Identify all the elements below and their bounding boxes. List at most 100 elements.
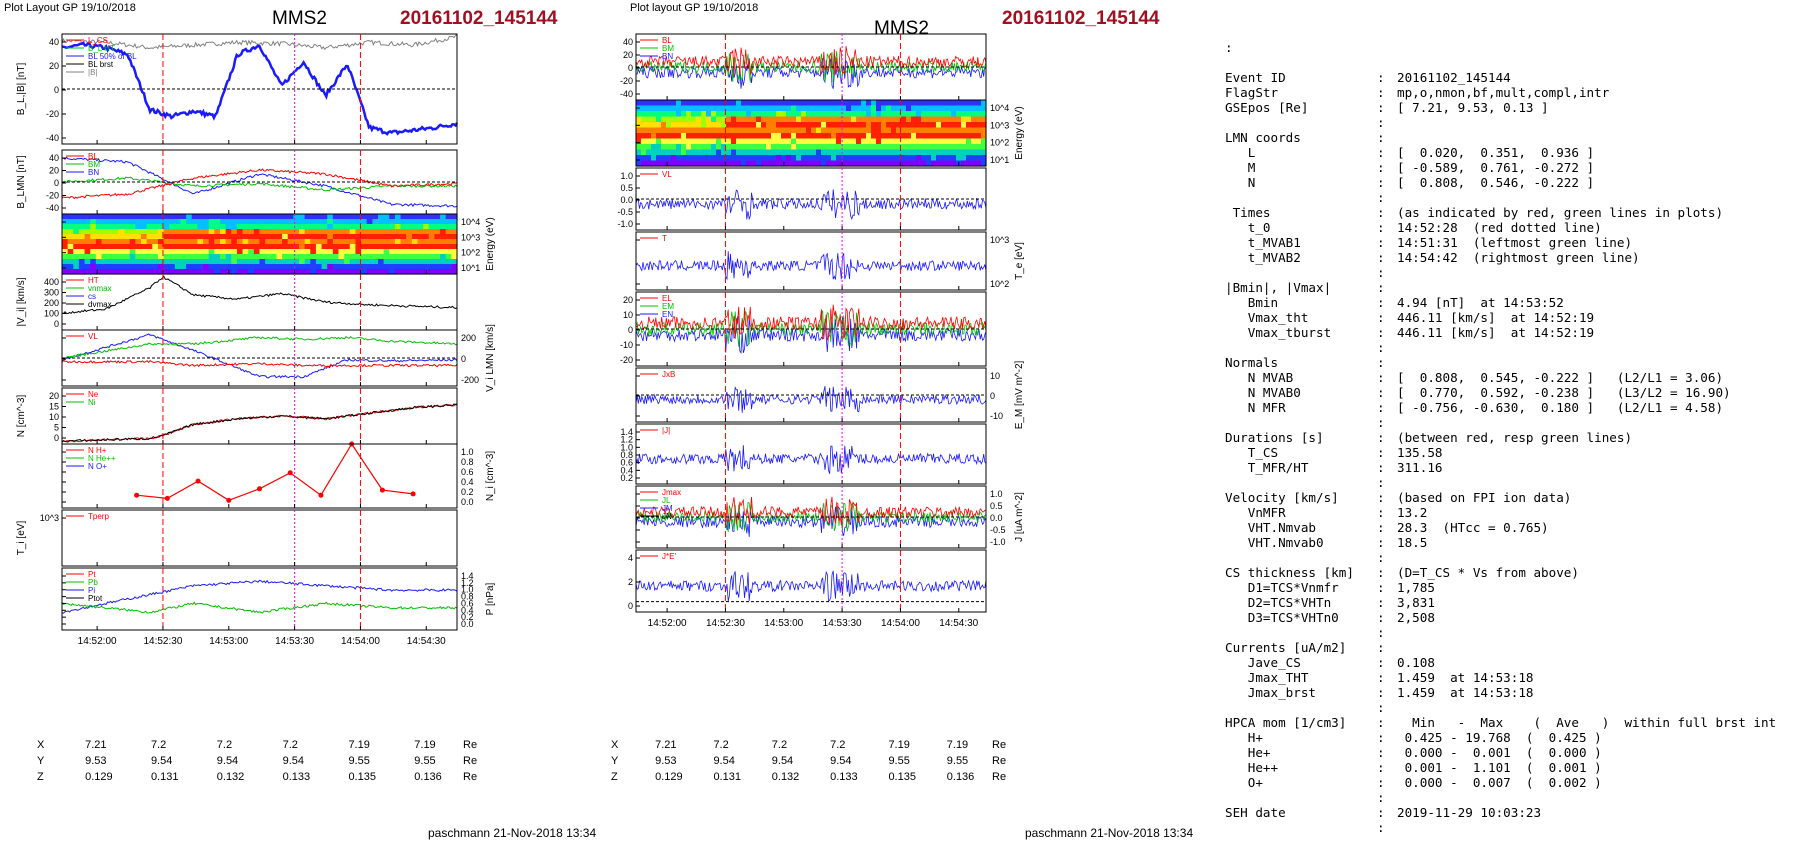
spectrogram-cell	[636, 144, 642, 151]
spectrogram-cell	[676, 111, 682, 118]
info-key: GSEpos [Re]	[1225, 100, 1309, 115]
spectrogram-cell	[389, 254, 396, 260]
spectrogram-cell	[636, 100, 642, 107]
spectrogram-cell	[265, 229, 272, 235]
spectrogram-cell	[796, 155, 802, 162]
spectrogram-cell	[169, 234, 176, 240]
spectrogram-cell	[84, 214, 91, 220]
info-value: mp,o,nmon,bf,mult,compl,intr	[1397, 85, 1610, 100]
spectrogram-cell	[756, 144, 762, 151]
spectrogram-cell	[451, 264, 458, 270]
legend-label: BL	[662, 36, 672, 45]
spectrogram-cell	[293, 259, 300, 265]
spectrogram-cell	[821, 100, 827, 107]
spectrogram-cell	[299, 269, 306, 275]
spectrogram-cell	[253, 219, 261, 225]
spectrogram-cell	[971, 100, 977, 107]
spectrogram-cell	[90, 214, 97, 220]
spectrogram-cell	[706, 155, 712, 162]
spectrogram-cell	[716, 111, 722, 118]
spectrogram-cell	[976, 155, 982, 162]
spectrogram-cell	[796, 149, 802, 156]
spectrogram-cell	[816, 138, 822, 145]
spectrogram-cell	[771, 160, 777, 167]
panel-frame	[635, 485, 987, 549]
spectrogram-cell	[372, 259, 379, 265]
info-row: He+: 0.000 - 0.001 ( 0.000 )	[1225, 745, 1800, 760]
spectrogram-cell	[124, 254, 131, 260]
spectrogram-cell	[951, 144, 957, 151]
spectrogram-cell	[731, 144, 737, 151]
spectrogram-cell	[355, 224, 362, 230]
spectrogram-cell	[911, 122, 917, 129]
spectrogram-cell	[936, 160, 942, 167]
spectrogram-cell	[157, 254, 165, 260]
spectrogram-cell	[851, 133, 857, 140]
spectrogram-cell	[761, 116, 767, 123]
spectrogram-cell	[966, 155, 972, 162]
panel-frame	[61, 443, 458, 509]
spectrogram-cell	[236, 234, 244, 240]
coord-value: 0.135	[348, 771, 376, 783]
spectrogram-cell	[428, 244, 436, 250]
spectrogram-cell	[95, 254, 103, 260]
spectrogram-cell	[304, 249, 311, 255]
spectrogram-cell	[191, 229, 199, 235]
coord-unit: Re	[992, 771, 1007, 783]
spectrogram-cell	[389, 239, 396, 245]
spectrogram-cell	[67, 249, 74, 255]
spectrogram-cell	[816, 127, 822, 134]
info-separator: :	[1377, 445, 1385, 460]
spectrogram-cell	[90, 219, 97, 225]
spectrogram-cell	[112, 264, 120, 270]
spectrogram-cell	[771, 155, 777, 162]
spectrogram-cell	[265, 259, 272, 265]
spectrogram-cell	[208, 264, 215, 270]
spectrogram-cell	[400, 269, 407, 275]
time-tick-label: 14:53:30	[823, 618, 862, 629]
spectrogram-cell	[406, 254, 413, 260]
spectrogram-cell	[896, 149, 902, 156]
spectrogram-cell	[646, 105, 652, 112]
spectrogram-cell	[253, 239, 261, 245]
spectrogram-cell	[641, 122, 647, 129]
spectrogram-cell	[736, 149, 742, 156]
spectrogram-cell	[315, 229, 323, 235]
spectrogram-cell	[776, 155, 782, 162]
spectrogram-cell	[310, 249, 317, 255]
spectrogram-cell	[174, 244, 182, 250]
spectrogram-cell	[366, 224, 373, 230]
spectrogram-cell	[636, 105, 642, 112]
spectrogram-cell	[666, 116, 672, 123]
panel-2: 10^410^310^210^1 Energy (eV)	[61, 213, 496, 275]
spectrogram-cell	[851, 127, 857, 134]
spectrogram-cell	[696, 160, 702, 167]
spectrogram-cell	[293, 224, 300, 230]
spectrogram-cell	[191, 234, 199, 240]
spectrogram-cell	[327, 259, 334, 265]
spectrogram-cell	[636, 160, 642, 167]
spectrogram-cell	[676, 155, 682, 162]
spectrogram-cell	[926, 155, 932, 162]
spectrogram-cell	[866, 116, 872, 123]
spectrogram-cell	[861, 149, 867, 156]
spectrogram-cell	[776, 127, 782, 134]
spectrogram-cell	[344, 264, 351, 270]
spectrogram-cell	[225, 229, 232, 235]
spectrogram-cell	[67, 239, 74, 245]
spectrogram-cell	[355, 249, 362, 255]
spectrogram-cell	[428, 254, 436, 260]
info-separator: :	[1377, 310, 1385, 325]
spectrogram-cell	[951, 100, 957, 107]
spectrogram-cell	[706, 122, 712, 129]
spectrogram-cell	[761, 149, 767, 156]
spectrogram-cell	[411, 239, 419, 245]
spectrogram-cell	[411, 234, 419, 240]
spectrogram-cell	[124, 219, 131, 225]
spectrogram-cell	[776, 111, 782, 118]
spectrogram-cell	[445, 214, 452, 220]
spectrogram-cell	[372, 264, 379, 270]
spectrogram-cell	[791, 160, 797, 167]
spectrogram-cell	[886, 127, 892, 134]
spectrogram-cell	[976, 116, 982, 123]
